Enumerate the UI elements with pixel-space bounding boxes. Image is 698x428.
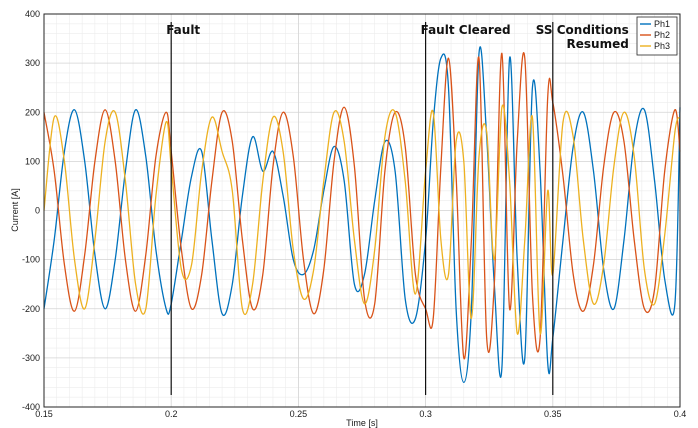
legend-label-ph2: Ph2	[654, 30, 670, 40]
x-tick-label: 0.35	[544, 409, 562, 419]
y-tick-label: 300	[25, 58, 40, 68]
series-line-ph3	[43, 104, 681, 335]
series-line-ph1	[43, 46, 681, 384]
y-tick-label: 0	[35, 206, 40, 216]
plot-area-border	[43, 13, 681, 408]
y-tick-label: -400	[22, 402, 40, 412]
annotation-label: Fault Cleared	[421, 23, 511, 37]
legend-label-ph1: Ph1	[654, 19, 670, 29]
x-tick-label: 0.2	[165, 409, 178, 419]
y-tick-label: 200	[25, 107, 40, 117]
y-tick-label: -100	[22, 255, 40, 265]
annotation-label: Fault	[166, 23, 200, 37]
y-tick-label: 400	[25, 9, 40, 19]
annotation-label: SS Conditions	[536, 23, 629, 37]
legend-label-ph3: Ph3	[654, 41, 670, 51]
y-tick-label: -200	[22, 304, 40, 314]
x-tick-labels: 0.15 0.2 0.25 0.3 0.35 0.4	[35, 409, 686, 419]
y-tick-labels: -400 -300 -200 -100 0 100 200 300 400	[22, 9, 40, 412]
x-tick-label: 0.3	[419, 409, 432, 419]
y-tick-label: 100	[25, 156, 40, 166]
x-tick-label: 0.15	[35, 409, 53, 419]
x-axis-label: Time [s]	[346, 418, 378, 428]
x-tick-label: 0.4	[674, 409, 687, 419]
legend-box	[636, 16, 678, 56]
annotation-label: Resumed	[567, 37, 629, 51]
y-axis-label: Current [A]	[10, 188, 20, 232]
y-tick-label: -300	[22, 353, 40, 363]
x-tick-label: 0.25	[290, 409, 308, 419]
